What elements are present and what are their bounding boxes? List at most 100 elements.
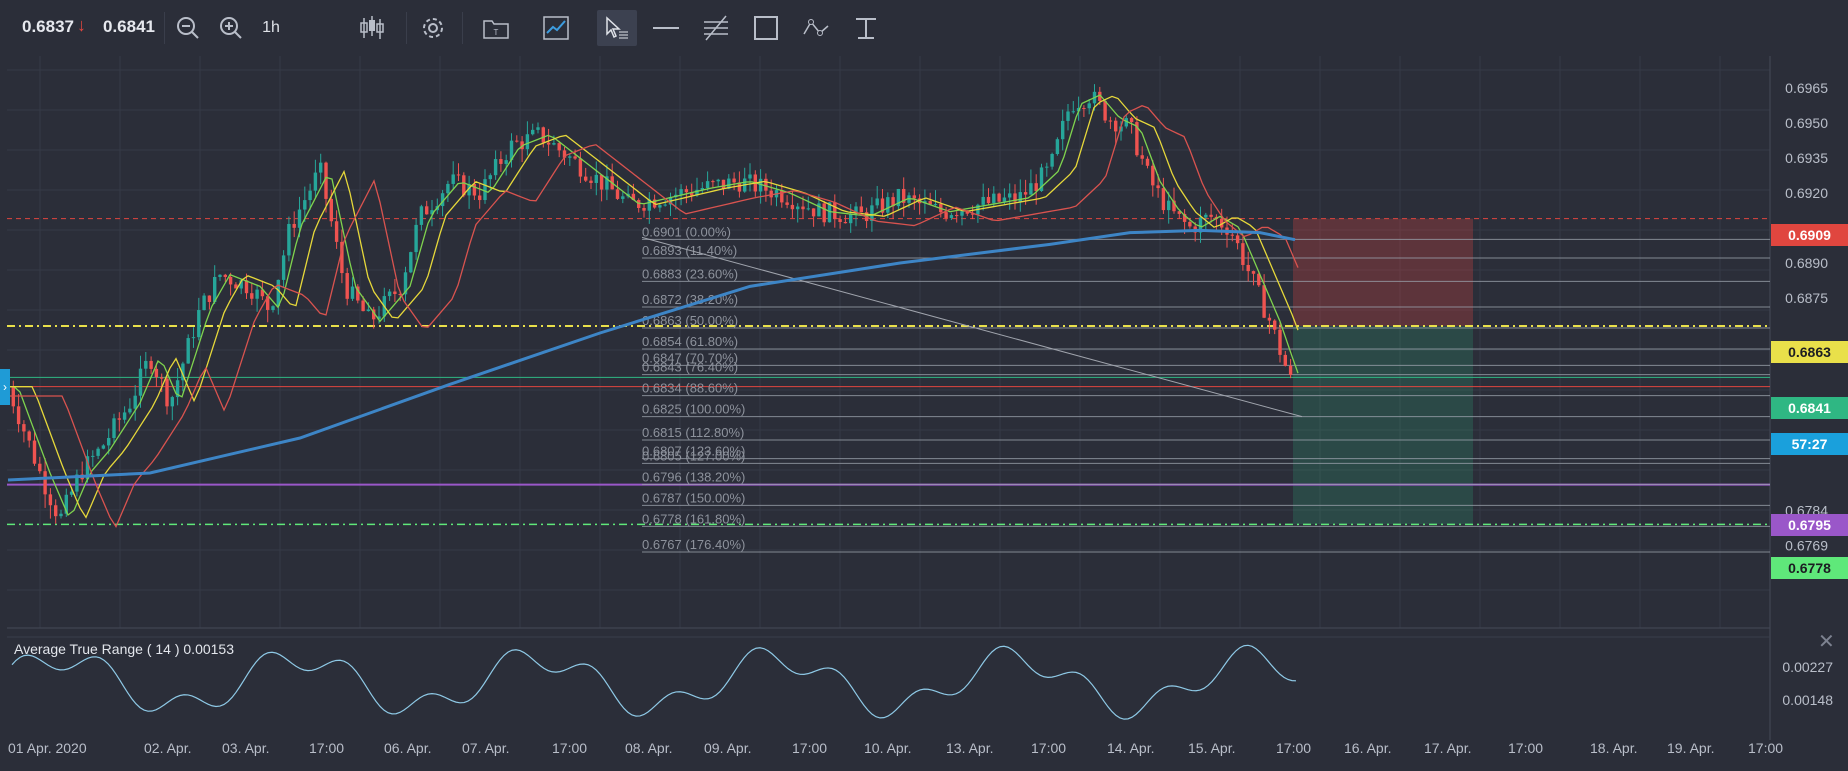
path-icon [803,19,829,36]
chart-type-button[interactable] [352,10,392,46]
rectangle-tool[interactable] [746,10,786,46]
time-axis-label: 17:00 [1508,740,1543,756]
fib-level-label: 0.6901 (0.00%) [642,224,731,239]
time-axis-label: 17:00 [552,740,587,756]
candle-body [1002,197,1007,202]
path-tool[interactable] [796,10,836,46]
candle-body [1108,120,1113,122]
price-label-level: 0.6795 [1771,514,1848,536]
fib-level-label: 0.6843 (76.40%) [642,360,738,375]
candle-body [1066,111,1070,121]
candle-body [1082,108,1086,110]
candle-body [631,193,636,201]
time-axis-label: 03. Apr. [222,740,269,756]
candle-body [234,284,238,289]
ma-200-line [7,228,1296,482]
candle-body [711,181,715,183]
candle-body [859,206,863,213]
expand-panel-handle[interactable]: › [0,369,10,405]
candle-body [303,200,307,210]
candle-body [1273,320,1277,330]
zoom-in-button[interactable] [211,10,251,46]
select-tool-button[interactable] [597,10,637,46]
candle-body [589,180,593,183]
candle-body [875,198,879,206]
fib-level-label: 0.6807 (123.60%) [642,444,745,459]
indicators-button[interactable] [536,10,576,46]
candle-body [896,188,901,207]
candle-body [133,395,137,409]
candle-body [440,193,445,207]
candle-body [1103,100,1107,121]
fib-level-label: 0.6767 (176.40%) [642,537,745,552]
candle-body [239,280,243,289]
candle-body [207,295,212,302]
candle-body [101,445,106,449]
candle-body [912,195,916,199]
toolbar-divider [406,12,407,44]
candle-body [970,213,975,215]
chart-toolbar: 0.6837 ↓ 0.6841 1h T [0,0,1848,56]
candle-body [1145,158,1150,166]
candle-body [1241,243,1245,265]
timeframe-button[interactable]: 1h [262,19,280,36]
price-tick-label: 0.6920 [1785,185,1828,201]
candle-body [700,188,704,190]
candle-body [425,206,429,215]
fib-level-label: 0.6815 (112.80%) [642,425,744,440]
price-label-target: 0.6778 [1771,557,1848,579]
time-axis-label: 16. Apr. [1344,740,1391,756]
candle-body [546,142,551,145]
templates-button[interactable]: T [476,10,516,46]
candle-body [705,181,710,189]
candle-body [531,129,535,135]
candle-body [1008,193,1012,198]
settings-button[interactable] [413,10,453,46]
folder-icon: T [483,20,509,39]
candle-body [1209,214,1213,217]
candle-body [1235,235,1240,244]
time-axis-label: 17:00 [1276,740,1311,756]
channel-tool[interactable] [696,10,736,46]
candle-body [615,189,620,199]
text-tool-icon [856,18,876,39]
candle-body [806,208,810,210]
candle-body [981,196,985,205]
candle-body [154,368,159,378]
candle-body [796,206,800,210]
candle-body [923,201,927,204]
stop-loss-zone [1293,218,1473,326]
candle-body [1129,118,1134,123]
candle-body [1278,329,1282,355]
candle-body [91,455,95,457]
candle-body [1140,155,1144,159]
close-icon[interactable]: ✕ [1818,631,1835,653]
candle-body [144,360,148,369]
fib-level-label: 0.6805 (127.00%) [642,448,745,463]
plot-area [7,56,1770,627]
candle-body [340,241,344,274]
price-tick-label: 0.6875 [1785,290,1828,306]
candle-body [16,406,21,425]
candle-body [308,190,312,201]
candle-body [1188,221,1192,227]
candle-body [107,437,111,446]
candle-body [833,202,837,220]
horizontal-line-tool[interactable] [646,10,686,46]
atr-line [11,644,1297,720]
candle-body [213,276,217,302]
text-tool[interactable] [846,10,886,46]
candle-body [186,338,190,364]
candle-body [827,202,832,223]
candle-body [181,363,185,381]
candle-body [732,178,736,183]
candle-body [483,179,487,201]
atr-tick-label: 0.00148 [1782,692,1833,708]
candle-body [1039,167,1044,192]
zoom-out-button[interactable] [168,10,208,46]
atr-tick-label: 0.00227 [1782,659,1833,675]
candle-body [175,380,180,398]
candle-body [149,360,153,369]
chevron-right-icon: › [3,380,7,394]
